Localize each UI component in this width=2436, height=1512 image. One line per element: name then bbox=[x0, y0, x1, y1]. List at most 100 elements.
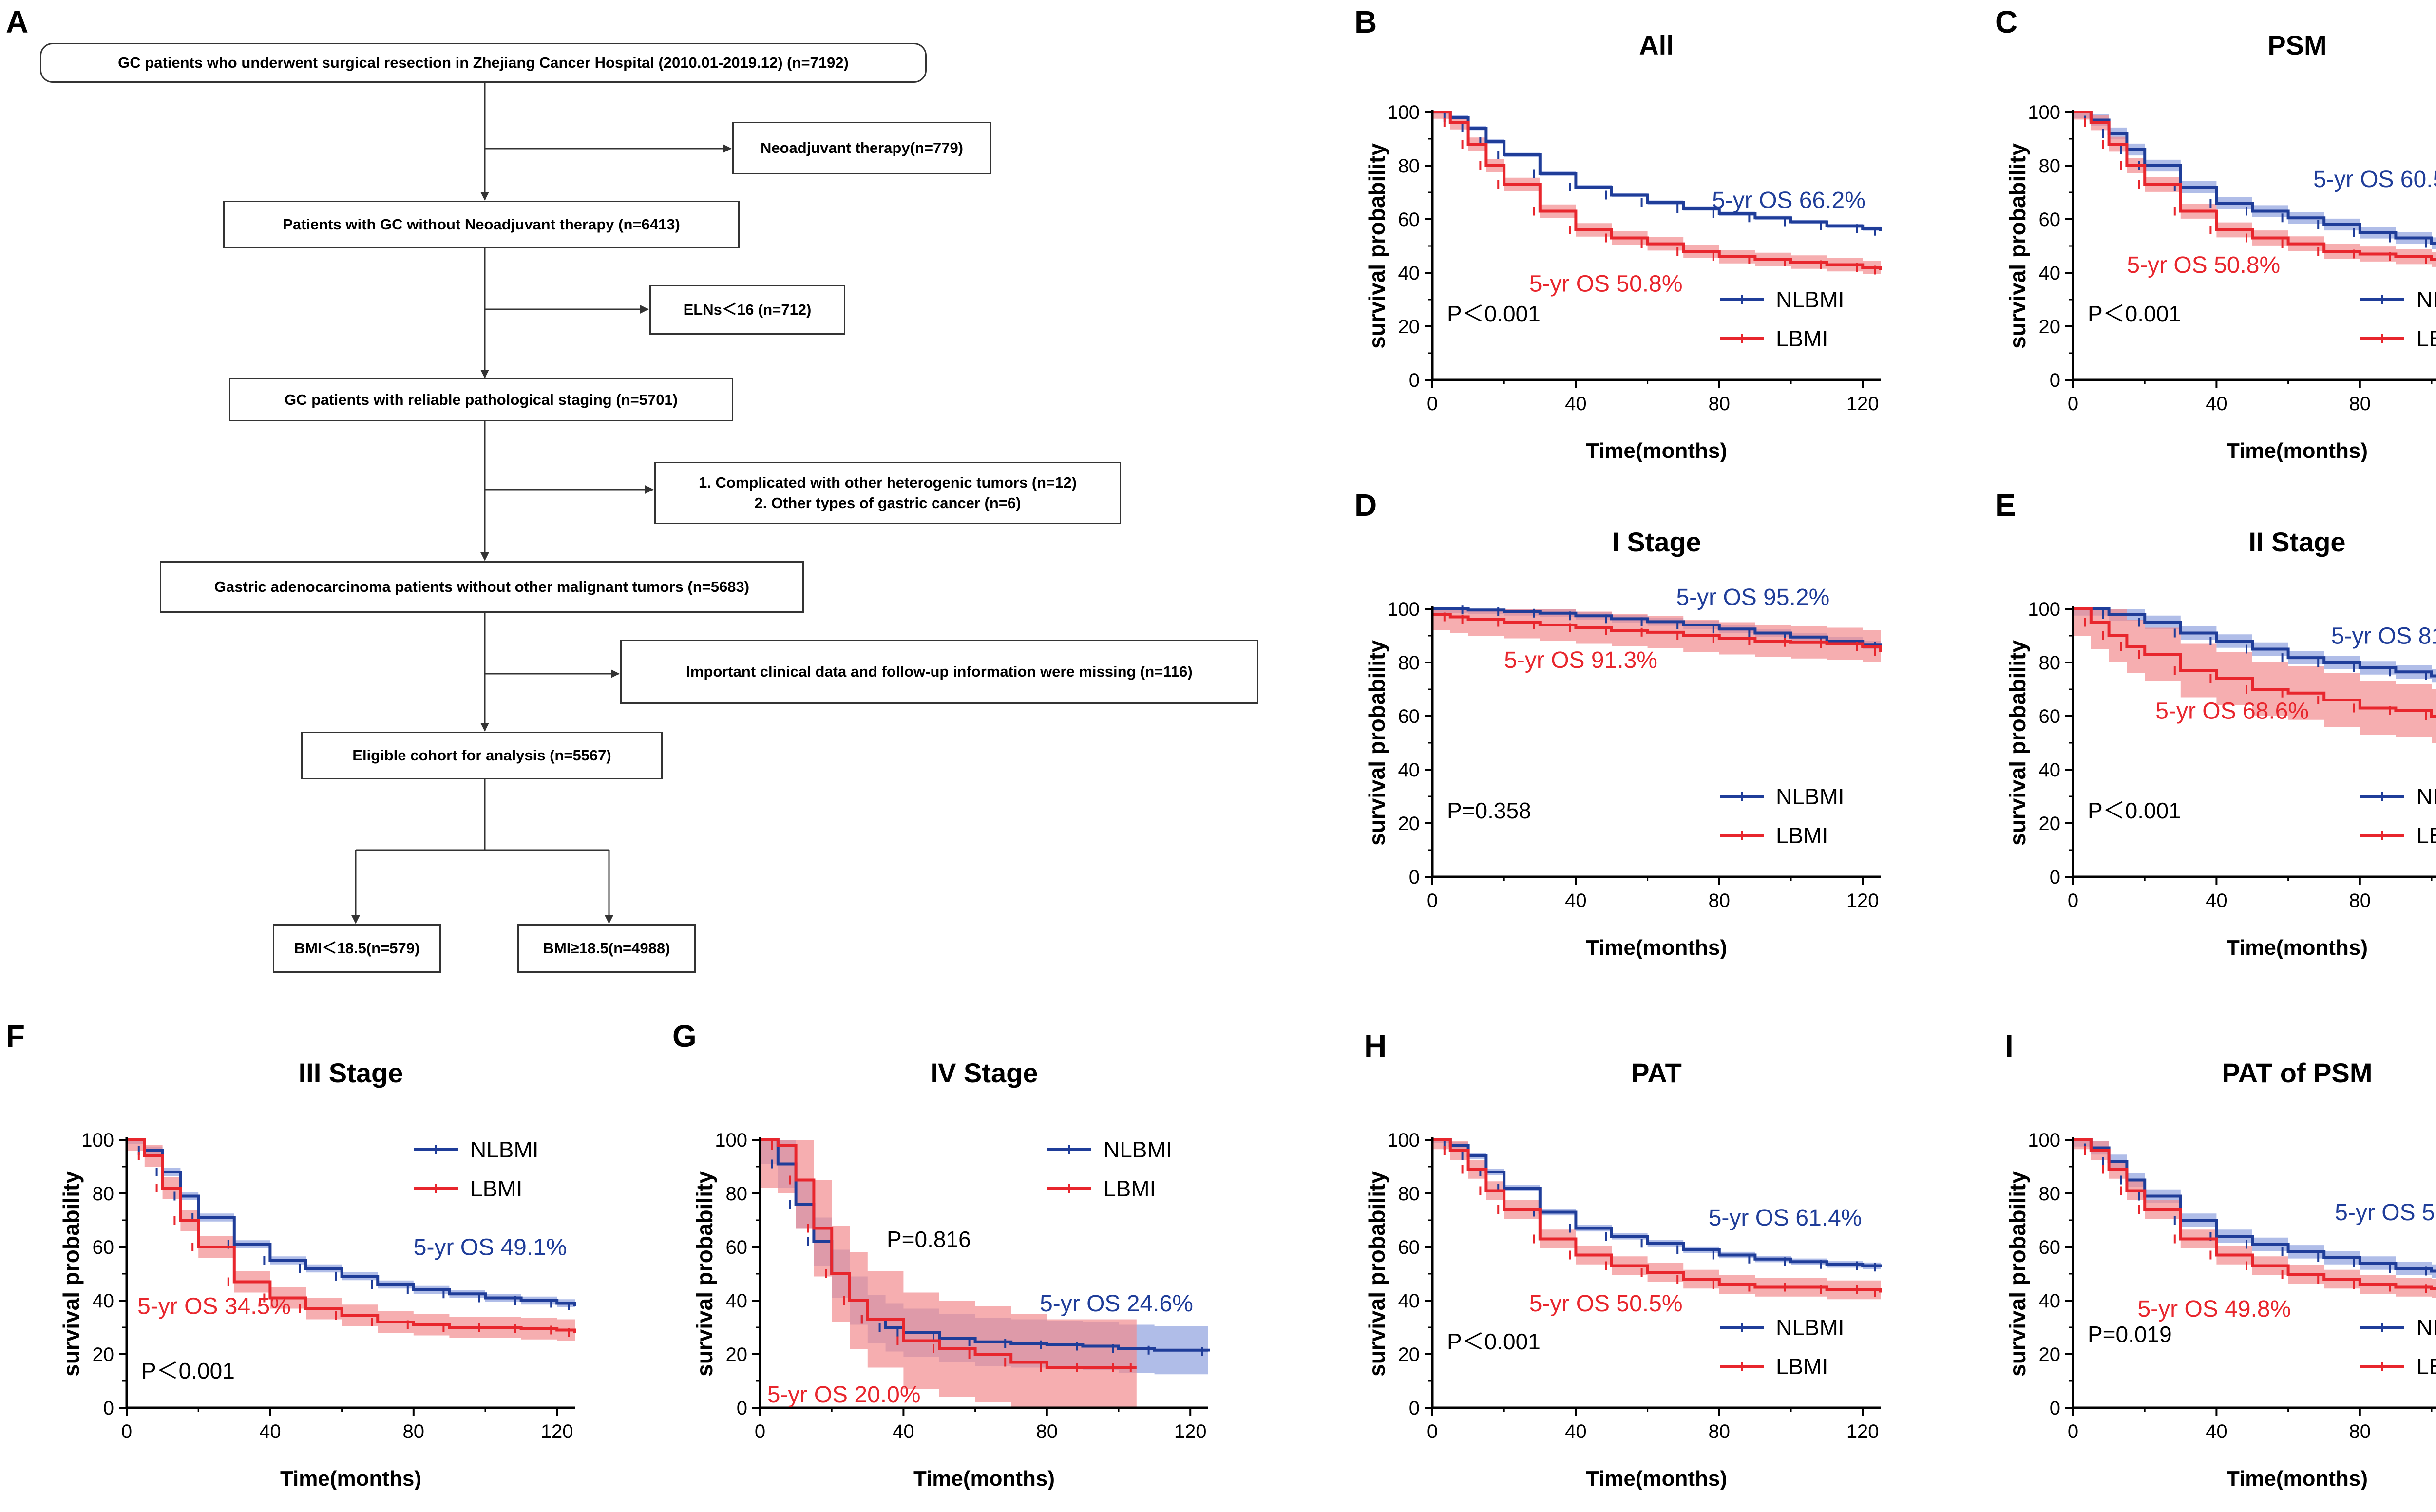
legend-label-nlbmi: NLBMI bbox=[1104, 1137, 1172, 1162]
x-tick-label: 120 bbox=[1846, 393, 1879, 415]
y-axis-title: survival probability bbox=[2005, 640, 2030, 846]
os-annotation-lbmi: 5-yr OS 50.5% bbox=[1529, 1291, 1683, 1317]
ci-band-lbmi-e bbox=[2073, 609, 2436, 743]
y-axis-title: survival probability bbox=[1364, 1171, 1389, 1377]
km-chart-stage-1: I Stage 0 20 40 60 80 100 0 40 80 120 Time(months) s… bbox=[1364, 527, 1882, 960]
x-tick-label: 40 bbox=[2206, 1421, 2227, 1442]
os-annotation-lbmi: 5-yr OS 91.3% bbox=[1504, 647, 1657, 673]
x-tick-label: 120 bbox=[1846, 890, 1879, 911]
y-tick-label: 100 bbox=[81, 1130, 114, 1151]
chart-title-b: All bbox=[1639, 30, 1674, 60]
y-tick-label: 100 bbox=[2028, 599, 2060, 620]
y-axis-title: survival probability bbox=[1364, 640, 1389, 846]
y-tick-label: 100 bbox=[1387, 102, 1420, 123]
y-tick-label: 100 bbox=[1387, 1130, 1420, 1151]
y-tick-label: 40 bbox=[1398, 759, 1420, 781]
series-line-nlbmi-c bbox=[2073, 111, 2436, 245]
panel-letter-c: C bbox=[1995, 4, 2018, 39]
y-tick-label: 0 bbox=[1409, 867, 1420, 888]
flow-box-neoadjuvant-excluded: Neoadjuvant therapy(n=779) bbox=[732, 122, 991, 174]
km-chart-pat-psm: PAT of PSM02040608010004080120Time(month… bbox=[2005, 1058, 2436, 1491]
y-tick-label: 0 bbox=[1409, 1398, 1420, 1419]
chart-title-f: III Stage bbox=[299, 1058, 403, 1088]
legend-label-nlbmi: NLBMI bbox=[1776, 1315, 1845, 1340]
y-tick-label: 80 bbox=[2039, 155, 2061, 177]
panel-letter-a: A bbox=[6, 4, 29, 39]
flow-box-initial-cohort: GC patients who underwent surgical resec… bbox=[40, 43, 927, 83]
flow-box-adenocarcinoma: Gastric adenocarcinoma patients without … bbox=[160, 561, 804, 613]
p-value-label: P＜0.001 bbox=[1447, 301, 1541, 326]
y-tick-label: 0 bbox=[1409, 370, 1420, 391]
x-tick-label: 120 bbox=[1846, 1421, 1879, 1442]
x-tick-label: 0 bbox=[2068, 393, 2078, 415]
chart-title-c: PSM bbox=[2267, 30, 2326, 60]
legend-label-nlbmi: NLBMI bbox=[1776, 784, 1845, 809]
x-tick-label: 80 bbox=[2349, 890, 2371, 911]
x-tick-label: 0 bbox=[2068, 1421, 2078, 1442]
x-tick-label: 120 bbox=[541, 1421, 573, 1442]
os-annotation-lbmi: 5-yr OS 49.8% bbox=[2137, 1296, 2291, 1322]
p-value-label: P=0.816 bbox=[887, 1227, 971, 1252]
x-axis-title: Time(months) bbox=[1586, 936, 1727, 960]
y-tick-label: 40 bbox=[726, 1290, 748, 1312]
os-annotation-nlbmi: 5-yr OS 61.4% bbox=[1709, 1205, 1862, 1231]
y-tick-label: 60 bbox=[726, 1237, 748, 1258]
legend-label-nlbmi: NLBMI bbox=[2417, 1315, 2436, 1340]
panel-letter-i: I bbox=[2005, 1028, 2014, 1063]
os-annotation-nlbmi: 5-yr OS 81.8% bbox=[2331, 624, 2436, 649]
p-value-label: P＜0.001 bbox=[2088, 798, 2181, 823]
km-chart-pat: PAT 0 20 40 60 80 100 0 40 80 120 Time(months) survi… bbox=[1364, 1058, 1882, 1491]
legend-label-nlbmi: NLBMI bbox=[2417, 287, 2436, 312]
series-line-nlbmi-i bbox=[2073, 1138, 2436, 1273]
p-value-label: P=0.019 bbox=[2088, 1322, 2172, 1347]
series-line-lbmi-h bbox=[1432, 1138, 1882, 1293]
x-tick-label: 40 bbox=[2206, 890, 2227, 911]
os-annotation-lbmi: 5-yr OS 50.8% bbox=[1529, 271, 1683, 297]
x-tick-label: 120 bbox=[1174, 1421, 1207, 1442]
series-line-nlbmi-b bbox=[1432, 111, 1882, 231]
y-tick-label: 80 bbox=[726, 1183, 748, 1205]
y-tick-label: 80 bbox=[1398, 652, 1420, 674]
x-tick-label: 80 bbox=[2349, 1421, 2371, 1442]
x-tick-label: 40 bbox=[259, 1421, 281, 1442]
y-tick-label: 20 bbox=[1398, 813, 1420, 834]
series-line-lbmi-e bbox=[2073, 607, 2436, 718]
km-chart-stage-3: III Stage 0 20 40 60 80 100 0 40 80 120 Time(months… bbox=[58, 1058, 576, 1491]
y-tick-label: 40 bbox=[2039, 263, 2061, 284]
x-tick-label: 80 bbox=[2349, 393, 2371, 415]
y-tick-label: 0 bbox=[737, 1398, 747, 1419]
p-value-label: P＜0.001 bbox=[1447, 1329, 1541, 1354]
y-tick-label: 20 bbox=[93, 1344, 114, 1365]
legend-label-lbmi: LBMI bbox=[1776, 823, 1828, 848]
y-tick-label: 20 bbox=[726, 1344, 748, 1365]
y-axis-title: survival probability bbox=[2005, 143, 2030, 349]
p-value-label: P＜0.001 bbox=[141, 1358, 235, 1383]
y-axis-title: survival probability bbox=[692, 1171, 717, 1377]
legend-label-nlbmi: NLBMI bbox=[1776, 287, 1845, 312]
panel-letter-d: D bbox=[1354, 488, 1377, 523]
y-axis-title: survival probability bbox=[58, 1171, 84, 1377]
os-annotation-nlbmi: 5-yr OS 58.2% bbox=[2335, 1200, 2436, 1226]
legend-label-lbmi: LBMI bbox=[1104, 1176, 1156, 1201]
chart-title-i: PAT of PSM bbox=[2222, 1058, 2372, 1088]
flow-box-reliable-staging: GC patients with reliable pathological s… bbox=[229, 378, 733, 421]
y-tick-label: 60 bbox=[1398, 1237, 1420, 1258]
panel-letter-g: G bbox=[672, 1019, 697, 1054]
y-tick-label: 80 bbox=[2039, 1183, 2061, 1205]
x-tick-label: 0 bbox=[1427, 1421, 1438, 1442]
ci-band-nlbmi-c bbox=[2073, 112, 2436, 249]
series-line-lbmi-i bbox=[2073, 1138, 2436, 1290]
x-tick-label: 0 bbox=[1427, 393, 1438, 415]
series-line-lbmi-f bbox=[127, 1138, 576, 1333]
flow-box-bmi-low: BMI＜18.5(n=579) bbox=[273, 924, 441, 973]
x-tick-label: 40 bbox=[893, 1421, 914, 1442]
y-tick-label: 0 bbox=[2050, 370, 2060, 391]
x-tick-label: 80 bbox=[1709, 1421, 1731, 1442]
legend-label-nlbmi: NLBMI bbox=[470, 1137, 539, 1162]
legend-label-lbmi: LBMI bbox=[2417, 326, 2436, 351]
flow-box-elns-excluded: ELNs＜16 (n=712) bbox=[649, 285, 845, 335]
series-line-nlbmi-d bbox=[1432, 607, 1882, 647]
series-line-lbmi-c bbox=[2073, 111, 2436, 261]
x-tick-label: 40 bbox=[1565, 1421, 1587, 1442]
